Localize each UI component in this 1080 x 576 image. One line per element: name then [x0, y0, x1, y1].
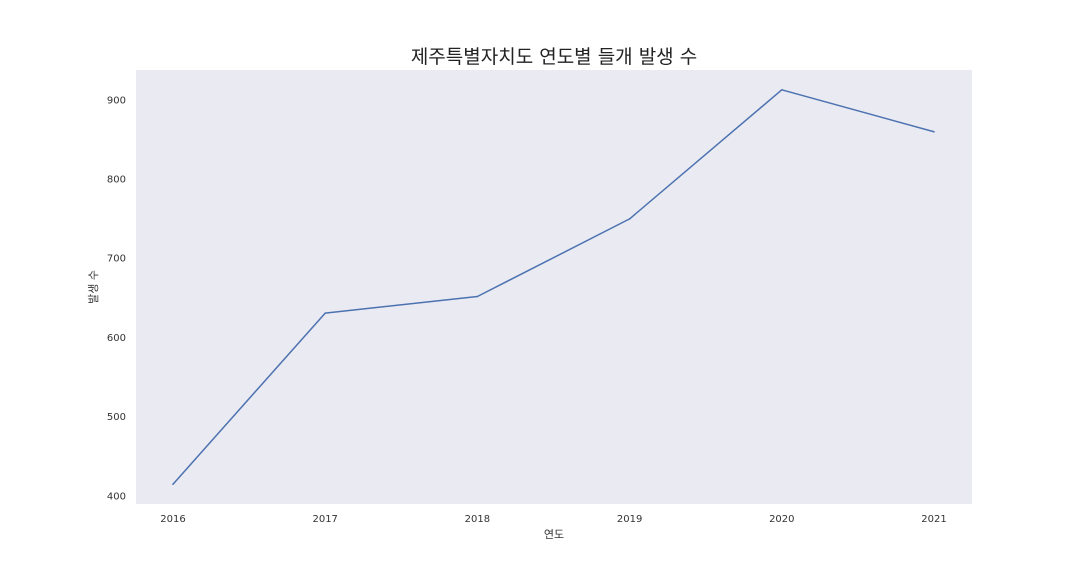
x-tick-label: 2018 [465, 514, 490, 525]
plot-area [136, 70, 972, 504]
y-tick-label: 600 [107, 333, 126, 344]
x-tick-label: 2020 [769, 514, 794, 525]
x-axis-ticks: 2016 2017 2018 2019 2020 2021 [160, 514, 946, 525]
x-axis-label: 연도 [544, 528, 564, 541]
data-point [933, 130, 935, 133]
x-tick-label: 2016 [160, 514, 185, 525]
x-tick-label: 2019 [617, 514, 642, 525]
chart-title: 제주특별자치도 연도별 들개 발생 수 [411, 46, 697, 68]
y-axis-ticks: 400 500 600 700 800 900 [107, 95, 126, 502]
y-tick-label: 500 [107, 412, 126, 423]
y-tick-label: 800 [107, 175, 126, 186]
y-tick-label: 400 [107, 491, 126, 502]
x-tick-label: 2021 [921, 514, 946, 525]
data-points [172, 88, 935, 486]
data-point [781, 88, 783, 91]
series-line [172, 89, 935, 485]
y-tick-label: 900 [107, 95, 126, 106]
data-point [628, 218, 631, 220]
data-point [172, 483, 174, 486]
y-tick-label: 700 [107, 254, 126, 265]
data-point [476, 295, 479, 298]
data-point [324, 312, 327, 314]
y-axis-label: 발생 수 [87, 270, 100, 304]
x-tick-label: 2017 [312, 514, 337, 525]
